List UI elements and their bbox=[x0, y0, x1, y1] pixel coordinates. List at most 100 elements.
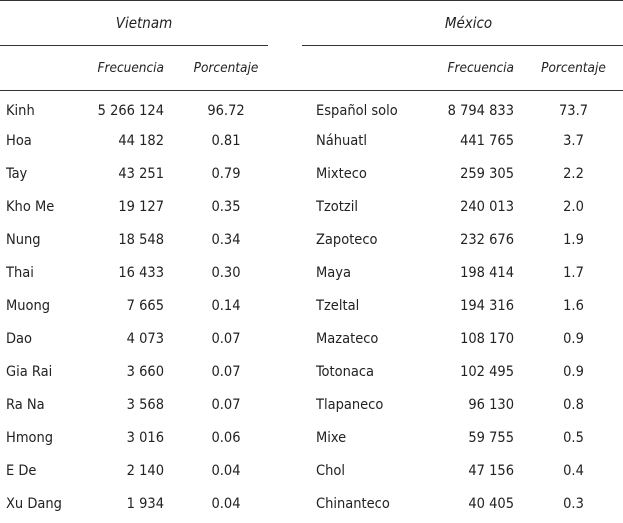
mx-name-subheader bbox=[302, 45, 410, 91]
mx-frequency: 198 414 bbox=[460, 264, 514, 281]
mx-language-name: Náhuatl bbox=[316, 132, 368, 149]
vn-percentage: 0.81 bbox=[211, 132, 241, 149]
mx-frequency: 96 130 bbox=[468, 396, 514, 413]
vn-percentage: 0.04 bbox=[211, 495, 241, 512]
vn-frequency: 5 266 124 bbox=[97, 102, 164, 119]
vn-language-name: Ra Na bbox=[6, 396, 45, 413]
mx-language-name: Mazateco bbox=[316, 330, 379, 347]
column-gap bbox=[268, 45, 302, 91]
table-row: Kinh 5 266 124 96.72 Español solo 8 794 833 7… bbox=[0, 91, 623, 125]
vn-language-name: Hmong bbox=[6, 429, 54, 446]
vn-percentage: 0.07 bbox=[211, 396, 241, 413]
vn-frequency: 2 140 bbox=[126, 462, 164, 479]
vn-language-name: Nung bbox=[6, 231, 41, 248]
subheader-row: Frecuencia Porcentaje Frecuencia Porcent… bbox=[0, 45, 623, 91]
vn-language-name: E De bbox=[6, 462, 37, 479]
mx-percentage: 0.4 bbox=[563, 462, 584, 479]
mx-percentage: 1.7 bbox=[563, 264, 584, 281]
mx-frequency: 108 170 bbox=[460, 330, 514, 347]
table-row: Muong 7 665 0.14 Tzeltal 194 316 1.6 bbox=[0, 289, 623, 322]
column-gap bbox=[268, 454, 302, 487]
mx-percentage: 1.9 bbox=[563, 231, 584, 248]
vn-percentage: 0.35 bbox=[211, 198, 241, 215]
vn-percentage: 0.79 bbox=[211, 165, 241, 182]
table-row: Hoa 44 182 0.81 Náhuatl 441 765 3.7 bbox=[0, 124, 623, 157]
table-row: Dao 4 073 0.07 Mazateco 108 170 0.9 bbox=[0, 322, 623, 355]
vn-language-name: Kho Me bbox=[6, 198, 55, 215]
table-row: Ra Na 3 568 0.07 Tlapaneco 96 130 0.8 bbox=[0, 388, 623, 421]
mx-percentage: 0.9 bbox=[563, 330, 584, 347]
mx-frequency: 47 156 bbox=[468, 462, 514, 479]
mx-language-name: Maya bbox=[316, 264, 351, 281]
vn-frequency: 18 548 bbox=[118, 231, 164, 248]
vn-percentage: 0.34 bbox=[211, 231, 241, 248]
table-row: Nung 18 548 0.34 Zapoteco 232 676 1.9 bbox=[0, 223, 623, 256]
mx-percentage: 2.0 bbox=[563, 198, 584, 215]
mx-language-name: Mixe bbox=[316, 429, 347, 446]
vn-frequency: 19 127 bbox=[118, 198, 164, 215]
column-gap bbox=[268, 388, 302, 421]
vn-language-name: Xu Dang bbox=[6, 495, 62, 512]
table-body: Kinh 5 266 124 96.72 Español solo 8 794 833 7… bbox=[0, 91, 623, 521]
vn-frequency: 1 934 bbox=[126, 495, 164, 512]
mx-frequency: 59 755 bbox=[468, 429, 514, 446]
column-gap bbox=[268, 322, 302, 355]
vn-percentage: 0.04 bbox=[211, 462, 241, 479]
vn-language-name: Thai bbox=[6, 264, 34, 281]
mx-language-name: Zapoteco bbox=[316, 231, 378, 248]
vietnam-header: Vietnam bbox=[0, 0, 268, 46]
mx-language-name: Tzotzil bbox=[316, 198, 358, 215]
mx-percentage: 0.3 bbox=[563, 495, 584, 512]
column-gap bbox=[268, 190, 302, 223]
country-header-row: Vietnam México bbox=[0, 0, 623, 46]
mx-porcentaje-header: Porcentaje bbox=[524, 45, 623, 91]
table-row: Hmong 3 016 0.06 Mixe 59 755 0.5 bbox=[0, 421, 623, 454]
vn-frequency: 43 251 bbox=[118, 165, 164, 182]
column-gap bbox=[268, 0, 302, 46]
vn-percentage: 0.30 bbox=[211, 264, 241, 281]
vn-frequency: 16 433 bbox=[118, 264, 164, 281]
mx-language-name: Chol bbox=[316, 462, 345, 479]
mx-frequency: 102 495 bbox=[460, 363, 514, 380]
mx-frequency: 194 316 bbox=[460, 297, 514, 314]
column-gap bbox=[268, 91, 302, 125]
vn-frecuencia-header: Frecuencia bbox=[88, 45, 176, 91]
vn-percentage: 96.72 bbox=[207, 102, 245, 119]
mx-frequency: 40 405 bbox=[468, 495, 514, 512]
table-row: Tay 43 251 0.79 Mixteco 259 305 2.2 bbox=[0, 157, 623, 190]
column-gap bbox=[268, 487, 302, 520]
vn-language-name: Gia Rai bbox=[6, 363, 53, 380]
vn-language-name: Muong bbox=[6, 297, 51, 314]
vn-language-name: Dao bbox=[6, 330, 33, 347]
vn-frequency: 3 660 bbox=[126, 363, 164, 380]
vn-porcentaje-header: Porcentaje bbox=[176, 45, 268, 91]
mx-frecuencia-header: Frecuencia bbox=[410, 45, 524, 91]
mx-percentage: 3.7 bbox=[563, 132, 584, 149]
vn-language-name: Tay bbox=[6, 165, 28, 182]
mx-percentage: 73.7 bbox=[558, 102, 589, 119]
vn-language-name: Kinh bbox=[6, 102, 35, 119]
mx-frequency: 259 305 bbox=[460, 165, 514, 182]
table-row: Gia Rai 3 660 0.07 Totonaca 102 495 0.9 bbox=[0, 355, 623, 388]
vn-percentage: 0.07 bbox=[211, 363, 241, 380]
mx-language-name: Tzeltal bbox=[316, 297, 360, 314]
table-row: Xu Dang 1 934 0.04 Chinanteco 40 405 0.3 bbox=[0, 487, 623, 520]
mx-frequency: 232 676 bbox=[460, 231, 514, 248]
column-gap bbox=[268, 289, 302, 322]
vn-frequency: 4 073 bbox=[126, 330, 164, 347]
mx-percentage: 0.5 bbox=[563, 429, 584, 446]
table-row: E De 2 140 0.04 Chol 47 156 0.4 bbox=[0, 454, 623, 487]
column-gap bbox=[268, 421, 302, 454]
mx-language-name: Mixteco bbox=[316, 165, 367, 182]
column-gap bbox=[268, 157, 302, 190]
vn-frequency: 7 665 bbox=[126, 297, 164, 314]
mexico-header: México bbox=[302, 0, 623, 46]
mx-percentage: 2.2 bbox=[563, 165, 584, 182]
mx-frequency: 441 765 bbox=[460, 132, 514, 149]
table-row: Thai 16 433 0.30 Maya 198 414 1.7 bbox=[0, 256, 623, 289]
vn-percentage: 0.06 bbox=[211, 429, 241, 446]
mx-percentage: 1.6 bbox=[563, 297, 584, 314]
vn-name-subheader bbox=[0, 45, 88, 91]
